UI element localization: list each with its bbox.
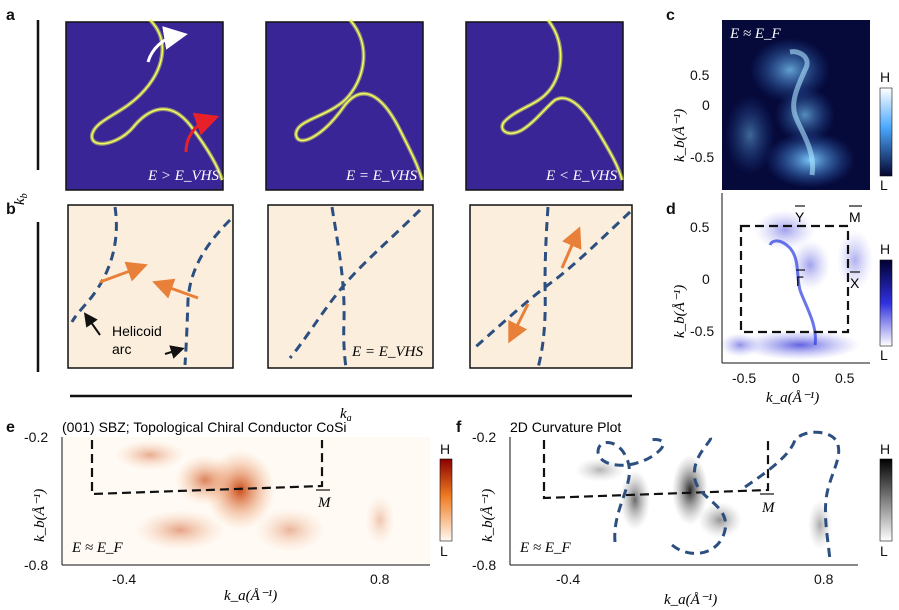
panel-a-map-1: E > E_VHS — [65, 18, 224, 191]
black-arrow-icon — [164, 345, 185, 359]
white-arrow-icon — [146, 26, 188, 63]
panel-e-map: M E ≈ E_F — [62, 437, 430, 565]
panel-e-ylabel: k_b(Å⁻¹) — [32, 489, 48, 542]
panel-d-cb-low: L — [880, 347, 888, 363]
panel-e-xtick: 0.8 — [370, 571, 390, 587]
kb-axis-label: kb — [12, 193, 30, 205]
panel-a-map-3: E < E_VHS — [465, 18, 624, 191]
helicoid-label-2: arc — [112, 341, 131, 357]
orange-arrow-icon — [560, 226, 582, 269]
panel-d-map: Y M Γ X — [720, 193, 873, 363]
panel-f-xtick: -0.4 — [556, 571, 580, 587]
panel-f-energy-label: E ≈ E_F — [519, 540, 572, 556]
orange-arrow-icon — [508, 303, 530, 344]
panel-c-cb-high: H — [880, 69, 890, 85]
point-Gamma: Γ — [796, 273, 804, 289]
panel-f-ylabel: k_b(Å⁻¹) — [480, 489, 496, 542]
panel-a-map-2: E = E_VHS — [265, 18, 424, 191]
panel-c-energy-label: E ≈ E_F — [729, 26, 782, 42]
panel-c-ylabel: k_b(Å⁻¹) — [672, 109, 688, 162]
panel-c-cb-low: L — [880, 177, 888, 193]
panel-c-colorbar — [879, 87, 893, 177]
panel-d-xlabel: k_a(Å⁻¹) — [766, 390, 819, 406]
panel-e-cb-high: H — [440, 441, 450, 457]
panel-f-map: M E ≈ E_F — [510, 430, 858, 565]
panel-label-e: e — [6, 419, 15, 436]
panel-d-xtick: -0.5 — [732, 370, 756, 386]
panel-e-cb-low: L — [440, 543, 448, 559]
point-Y: Y — [795, 209, 805, 225]
panel-f-cb-high: H — [880, 441, 890, 457]
helicoid-label-1: Helicoid — [112, 323, 162, 339]
orange-arrow-icon — [99, 261, 148, 284]
panel-b-label-2: E = E_VHS — [351, 344, 423, 360]
panel-label-b: b — [6, 201, 16, 218]
panel-e-xtick: -0.4 — [112, 571, 136, 587]
panel-a-label-1: E > E_VHS — [147, 168, 219, 184]
point-M: M — [849, 209, 861, 225]
panel-label-c: c — [666, 7, 675, 24]
panel-f-cb-low: L — [880, 543, 888, 559]
panel-f-xlabel: k_a(Å⁻¹) — [664, 592, 717, 608]
panel-a-label-2: E = E_VHS — [345, 168, 417, 184]
panel-f-point-M: M — [761, 500, 776, 516]
panel-d-ytick: -0.5 — [690, 323, 714, 339]
panel-e-colorbar — [439, 458, 453, 542]
panel-c-ytick: -0.5 — [690, 149, 714, 165]
panel-c-map: E ≈ E_F — [722, 20, 870, 190]
ka-axis-label: ka — [340, 406, 352, 424]
panel-b-schematic-2: E = E_VHS — [267, 204, 434, 369]
red-arrow-icon — [184, 112, 220, 153]
panel-d-ylabel: k_b(Å⁻¹) — [672, 285, 688, 338]
brillouin-zone-outline — [739, 224, 850, 334]
panel-e-zone-outline — [90, 440, 324, 496]
panel-a-label-3: E < E_VHS — [545, 168, 617, 184]
panel-b-schematic-1: Helicoid arc — [67, 204, 234, 369]
panel-f-ytick: -0.2 — [472, 429, 496, 445]
panel-e-point-M: M — [317, 495, 332, 511]
panel-e-ytick: -0.8 — [24, 557, 48, 573]
panel-label-f: f — [456, 419, 462, 436]
panel-b-schematic-3 — [469, 204, 633, 369]
point-X: X — [850, 275, 860, 291]
panel-f-xtick: 0.8 — [814, 571, 834, 587]
panel-d-cb-high: H — [880, 241, 890, 257]
panel-d-ytick: 0 — [702, 271, 710, 287]
panel-d-colorbar — [879, 259, 893, 347]
panel-e-title: (001) SBZ; Topological Chiral Conductor … — [62, 419, 347, 435]
orange-arrow-icon — [152, 278, 199, 300]
black-arrow-icon — [83, 312, 101, 336]
panel-label-d: d — [666, 201, 676, 218]
panel-e-xlabel: k_a(Å⁻¹) — [224, 588, 277, 604]
panel-d-xtick: 0.5 — [835, 370, 855, 386]
panel-c-ytick: 0 — [702, 97, 710, 113]
panel-f-title: 2D Curvature Plot — [510, 419, 621, 435]
panel-f-colorbar — [879, 458, 893, 542]
panel-f-zone-outline — [542, 440, 770, 500]
panel-e-energy-label: E ≈ E_F — [71, 540, 124, 556]
panel-e-ytick: -0.2 — [24, 429, 48, 445]
panel-d-ytick: 0.5 — [690, 219, 710, 235]
panel-c-ytick: 0.5 — [690, 67, 710, 83]
panel-f-ytick: -0.8 — [472, 557, 496, 573]
panel-label-a: a — [6, 7, 15, 24]
panel-d-xtick: 0 — [792, 370, 800, 386]
